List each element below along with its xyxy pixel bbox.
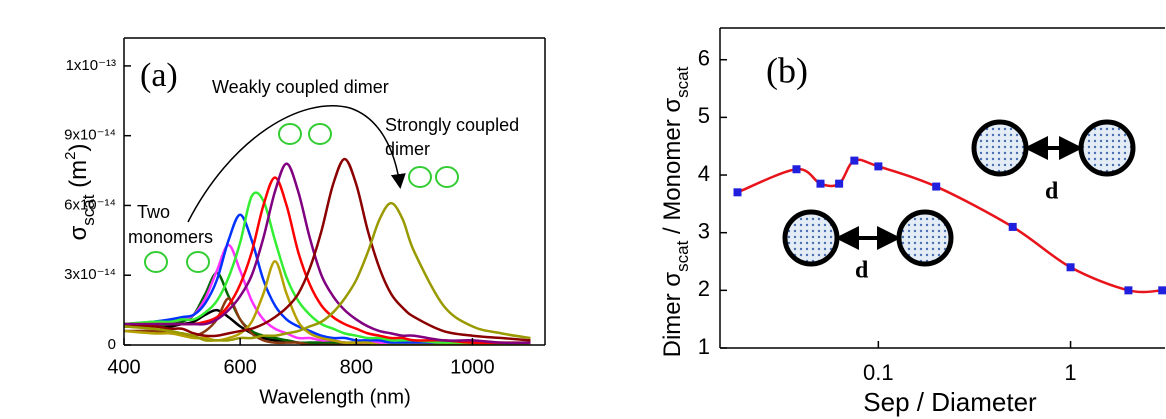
series-group	[124, 157, 531, 345]
annotation: d	[855, 258, 869, 284]
annotation: Weakly coupled dimer	[212, 77, 389, 97]
panel-a-decor	[144, 105, 459, 273]
y-tick-label: 1	[698, 334, 710, 359]
data-line	[124, 260, 531, 345]
annotation: Two	[137, 202, 170, 222]
y-label-part: scat	[673, 240, 692, 271]
particle-icon	[782, 209, 840, 267]
annotation: dimer	[385, 139, 430, 159]
y-tick-label: 6	[698, 46, 710, 71]
y-tick-label: 9x10⁻¹⁴	[64, 127, 116, 144]
series-group	[733, 156, 1166, 295]
annotation: (a)	[140, 57, 178, 94]
particle-icon	[435, 166, 459, 188]
x-tick-label: 600	[223, 356, 256, 378]
y-tick-label: 5	[698, 103, 710, 128]
particle-icon	[971, 119, 1029, 177]
y-label-part: )	[65, 144, 92, 152]
y-tick-label: 0	[108, 336, 116, 353]
data-point	[835, 179, 844, 188]
y-label-part: σ	[65, 226, 92, 241]
data-point	[1158, 286, 1166, 295]
particle-icon	[186, 251, 210, 273]
data-point	[850, 156, 859, 165]
y-tick-label: 6x10⁻¹⁴	[64, 196, 116, 213]
y-axis-label: Dimer σscat / Monomer σscat	[659, 66, 692, 357]
plot-area: 400 600 800 1000 0 3x10⁻¹⁴ 6x10⁻¹⁴ 9x10⁻¹⁴ 1x10⁻…	[64, 37, 546, 378]
data-point	[792, 165, 801, 174]
arrow	[187, 105, 406, 223]
particle-icon	[896, 209, 954, 267]
x-axis-label: Wavelength (nm)	[259, 386, 411, 408]
particle-icon	[308, 123, 332, 145]
annotation: Strongly coupled	[385, 115, 519, 135]
y-tick-label: 3x10⁻¹⁴	[64, 266, 116, 283]
x-tick-label: 1000	[450, 356, 495, 378]
data-line	[124, 243, 531, 345]
particle-icon	[1078, 119, 1136, 177]
y-label-part: scat	[673, 66, 692, 97]
annotation: d	[1045, 179, 1059, 205]
y-label-part: Dimer σ	[659, 272, 686, 358]
y-label-part: 2	[62, 152, 79, 160]
data-line	[124, 191, 531, 345]
data-line	[124, 157, 531, 342]
data-point	[874, 162, 883, 171]
data-point	[816, 179, 825, 188]
data-point	[1066, 263, 1075, 272]
plot-area: 0.1 1 1 2 3 4 5 6 (b) d d	[698, 27, 1166, 385]
data-line	[124, 201, 531, 342]
y-label-part: scat	[79, 194, 98, 225]
y-axis-label: σscat (m2)	[62, 144, 98, 241]
particle-icon	[408, 166, 432, 188]
data-point	[1124, 286, 1133, 295]
y-tick-label: 3	[698, 218, 710, 243]
particle-icon	[278, 123, 302, 145]
panel-b-decor	[782, 119, 1136, 267]
panel-a-labels: Wavelength (nm) σscat (m2)	[62, 144, 410, 409]
annotation: (b)	[766, 50, 808, 90]
y-label-part: (m	[65, 160, 92, 195]
x-tick-label: 800	[340, 356, 373, 378]
x-axis-label: Sep / Diameter	[863, 387, 1037, 417]
y-tick-label: 2	[698, 276, 710, 301]
data-line	[124, 162, 531, 345]
x-tick-label: 400	[107, 356, 140, 378]
y-tick-label: 1x10⁻¹³	[66, 57, 116, 74]
data-point	[932, 182, 941, 191]
x-tick-label: 1	[1064, 360, 1076, 385]
data-point	[733, 188, 742, 197]
x-tick-label: 0.1	[863, 360, 894, 385]
annotation: monomers	[128, 227, 213, 247]
panel-b-labels: Sep / Diameter Dimer σscat / Monomer σsc…	[659, 66, 1037, 417]
y-tick-label: 4	[698, 161, 710, 186]
data-point	[1008, 222, 1017, 231]
y-label-part: / Monomer σ	[659, 98, 686, 241]
particle-icon	[144, 251, 168, 273]
